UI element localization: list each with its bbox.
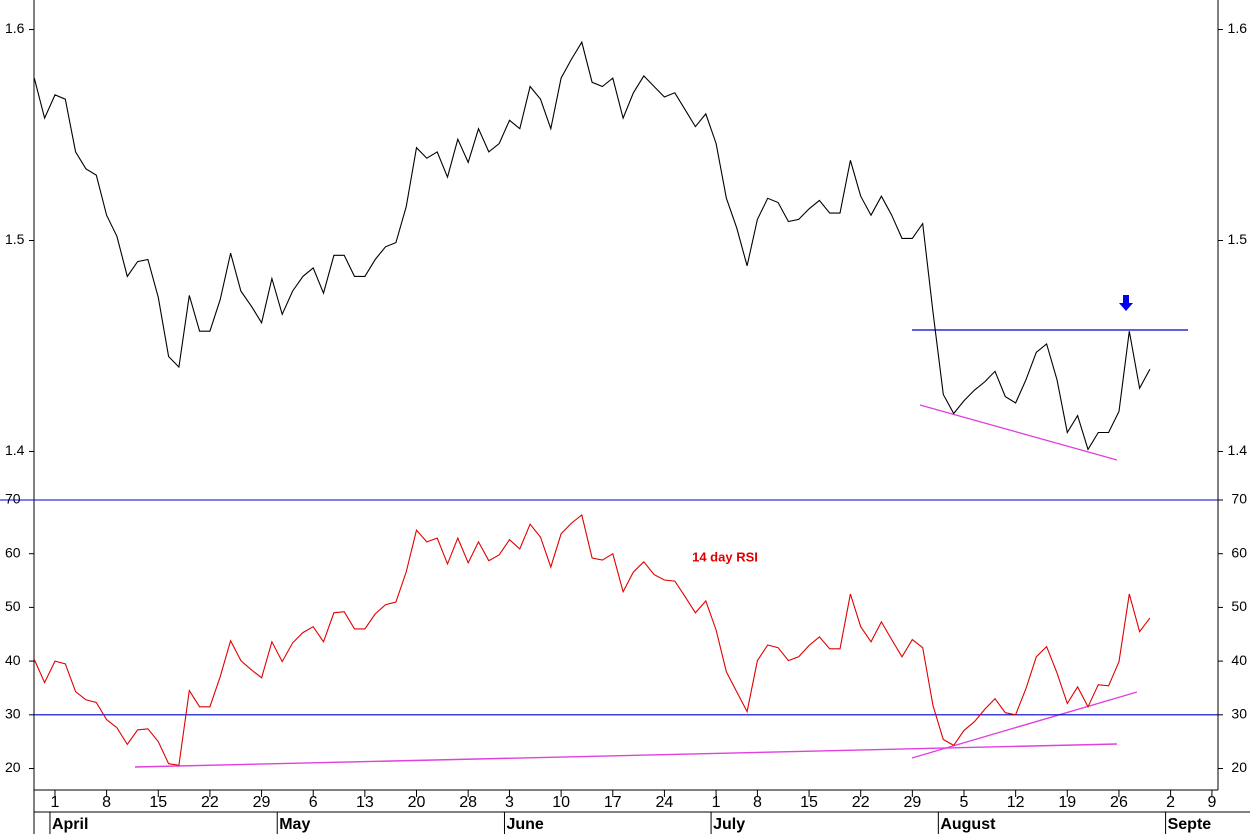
x-tick-label: 6 — [309, 794, 318, 811]
x-tick-label: 20 — [408, 794, 426, 811]
y-tick-label: 1.4 — [5, 442, 25, 458]
x-tick-label: 28 — [459, 794, 477, 811]
x-tick-label: 29 — [903, 794, 921, 811]
y-tick-label: 1.4 — [1228, 442, 1248, 458]
y-tick-label: 70 — [1231, 491, 1247, 507]
rsi-trendline — [134, 743, 1118, 768]
y-tick-label: 20 — [5, 759, 21, 775]
x-tick-label: 8 — [102, 794, 111, 811]
x-tick-label: 1 — [51, 794, 60, 811]
rsi-trendline — [911, 691, 1138, 759]
x-tick-label: 17 — [604, 794, 622, 811]
y-tick-label: 1.6 — [5, 20, 25, 36]
data-line — [33, 40, 1151, 451]
x-tick-label: 3 — [505, 794, 514, 811]
x-tick-label: 13 — [356, 794, 374, 811]
data-line — [33, 514, 1151, 766]
signal-arrow — [1119, 295, 1133, 311]
month-label: Septe — [1168, 816, 1212, 833]
month-label: August — [940, 816, 996, 833]
month-label: June — [506, 816, 543, 833]
y-tick-label: 30 — [1231, 706, 1247, 722]
x-tick-label: 1 — [712, 794, 721, 811]
y-tick-label: 20 — [1231, 759, 1247, 775]
x-tick-label: 10 — [552, 794, 570, 811]
x-tick-label: 19 — [1058, 794, 1076, 811]
x-tick-label: 15 — [149, 794, 167, 811]
y-tick-label: 1.6 — [1228, 20, 1248, 36]
x-tick-label: 22 — [852, 794, 870, 811]
y-tick-label: 60 — [1231, 544, 1247, 560]
annotation: 14 day RSI — [692, 549, 758, 564]
x-tick-label: 22 — [201, 794, 219, 811]
x-tick-label: 26 — [1110, 794, 1128, 811]
month-label: April — [52, 816, 88, 833]
y-tick-label: 40 — [1231, 652, 1247, 668]
x-tick-label: 24 — [656, 794, 674, 811]
y-tick-label: 70 — [5, 491, 21, 507]
x-tick-label: 29 — [253, 794, 271, 811]
month-label: May — [279, 816, 310, 833]
plot: 1.4 1.4 1.5 1.5 1.6 1.6 20 20 30 30 40 40 50 50 60 60 70… — [0, 20, 1247, 834]
x-tick-label: 12 — [1007, 794, 1025, 811]
x-tick-label: 5 — [960, 794, 969, 811]
y-tick-label: 40 — [5, 652, 21, 668]
x-tick-label: 8 — [753, 794, 762, 811]
y-tick-label: 1.5 — [5, 231, 25, 247]
x-tick-label: 2 — [1166, 794, 1175, 811]
x-tick-label: 9 — [1207, 794, 1216, 811]
price-trendline — [919, 404, 1118, 461]
x-tick-label: 15 — [800, 794, 818, 811]
month-label: July — [713, 816, 745, 833]
y-tick-label: 30 — [5, 706, 21, 722]
y-tick-label: 50 — [1231, 598, 1247, 614]
y-tick-label: 60 — [5, 544, 21, 560]
y-tick-label: 50 — [5, 598, 21, 614]
y-tick-label: 1.5 — [1228, 231, 1248, 247]
